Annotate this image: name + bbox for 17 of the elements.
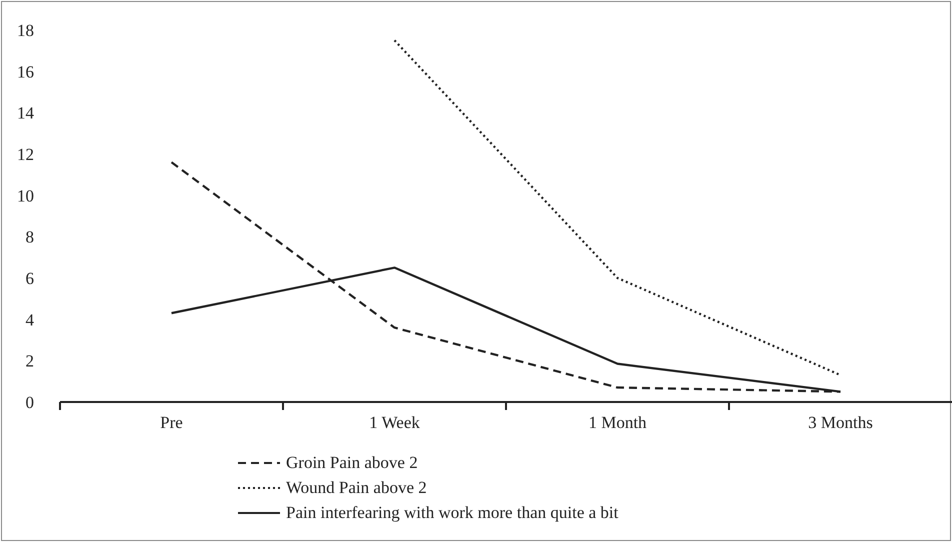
y-tick-label: 4 bbox=[26, 310, 34, 330]
y-tick-label: 0 bbox=[26, 393, 34, 412]
legend-label: Groin Pain above 2 bbox=[286, 452, 418, 474]
y-tick-label: 10 bbox=[17, 186, 34, 206]
y-tick-label: 6 bbox=[26, 269, 34, 288]
x-tick-label: Pre bbox=[160, 413, 183, 432]
x-tick-label: 1 Week bbox=[369, 413, 420, 432]
y-tick-label: 12 bbox=[17, 145, 34, 164]
x-tick-label: 3 Months bbox=[808, 413, 873, 432]
y-tick-label: 16 bbox=[17, 62, 34, 82]
y-tick-label: 2 bbox=[26, 352, 34, 371]
legend-label: Wound Pain above 2 bbox=[286, 477, 427, 499]
x-tick-label: 1 Month bbox=[588, 413, 648, 432]
y-tick-label: 14 bbox=[17, 104, 34, 123]
legend-label: Pain interfearing with work more than quite a bit bbox=[286, 502, 618, 524]
y-tick-label: 8 bbox=[26, 228, 34, 247]
y-tick-label: 18 bbox=[17, 21, 34, 40]
